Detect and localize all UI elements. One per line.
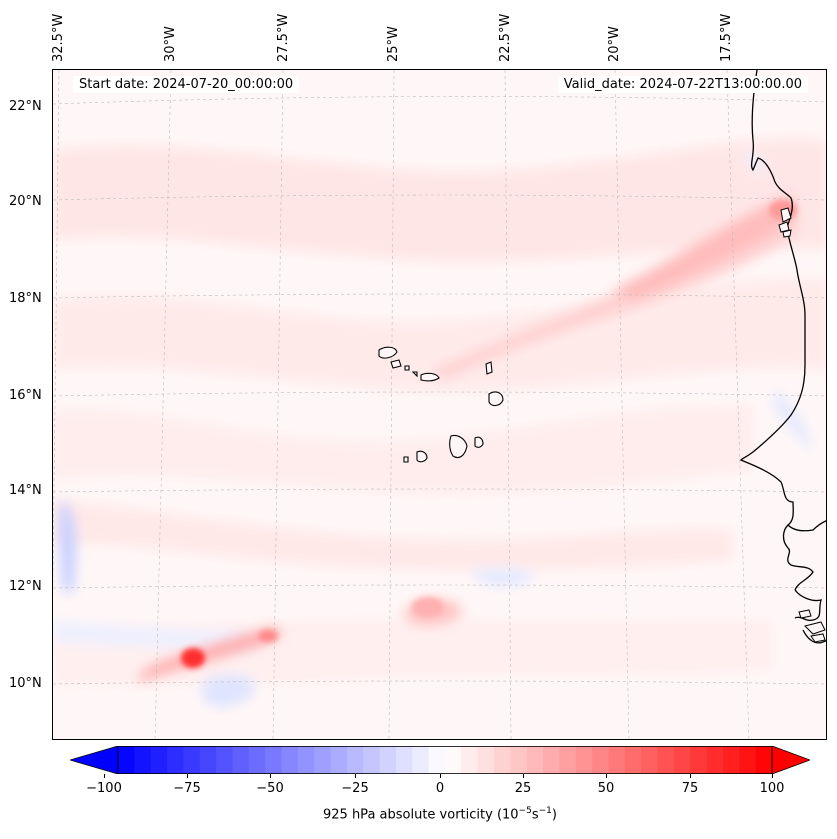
colorbar-segment — [281, 746, 299, 774]
cb-tick-m50: −50 — [256, 781, 284, 796]
cb-tickmark-50 — [606, 774, 607, 778]
colorbar-title-text: 925 hPa absolute vorticity (10 — [323, 807, 519, 823]
colorbar-segment — [346, 746, 364, 774]
colorbar-segment — [641, 746, 659, 774]
lon-label-20w: 20°W — [607, 26, 622, 62]
cb-tickmark-m25 — [355, 774, 356, 778]
colorbar-segment — [559, 746, 577, 774]
colorbar-segment — [330, 746, 348, 774]
map-canvas — [53, 70, 826, 739]
start-date-label: Start date: 2024-07-20_00:00:00 — [73, 76, 300, 93]
colorbar-title: 925 hPa absolute vorticity (10−5s−1) — [0, 806, 837, 822]
cb-tick-m25: −25 — [341, 781, 369, 796]
cb-tickmark-100 — [772, 774, 773, 778]
valid-date-label: Valid_date: 2024-07-22T13:00:00.00 — [557, 76, 808, 93]
colorbar-segment — [445, 746, 462, 774]
coastline-africa — [739, 70, 826, 644]
colorbar-segment — [134, 746, 152, 774]
colorbar-segment — [232, 746, 250, 774]
colorbar — [70, 746, 810, 774]
lon-label-22-5w: 22.5°W — [498, 13, 513, 62]
colorbar-segments — [118, 746, 773, 774]
colorbar-segment — [395, 746, 413, 774]
colorbar-title-close: ) — [551, 807, 557, 823]
colorbar-segment — [297, 746, 315, 774]
graticule — [53, 70, 826, 739]
colorbar-segment — [428, 746, 446, 774]
colorbar-segment — [477, 746, 495, 774]
vorticity-streak — [433, 190, 798, 380]
colorbar-title-unit: s — [531, 807, 539, 823]
colorbar-segment — [461, 746, 479, 774]
colorbar-min-arrow — [70, 746, 119, 774]
cb-tick-100: 100 — [759, 781, 785, 796]
colorbar-segment — [363, 746, 381, 774]
colorbar-segment — [739, 746, 757, 774]
colorbar-segment — [265, 746, 282, 774]
colorbar-segment — [543, 746, 560, 774]
colorbar-segment — [494, 746, 511, 774]
coastal-islands — [778, 207, 826, 643]
lat-label-14n: 14°N — [9, 483, 42, 498]
colorbar-segment — [592, 746, 609, 774]
lon-label-17-5w: 17.5°W — [719, 13, 734, 62]
cb-tick-0: 0 — [435, 781, 445, 796]
colorbar-title-unit-exp: −1 — [538, 806, 552, 816]
colorbar-segment — [167, 746, 184, 774]
cb-tickmark-m50 — [270, 774, 271, 778]
lat-label-18n: 18°N — [9, 291, 42, 306]
colorbar-segment — [575, 746, 593, 774]
colorbar-segment — [690, 746, 708, 774]
lat-label-20n: 20°N — [9, 194, 42, 209]
cb-tickmark-m75 — [187, 774, 188, 778]
colorbar-segment — [657, 746, 675, 774]
negative-vorticity — [53, 150, 813, 707]
lon-label-32-5w: 32.5°W — [51, 13, 66, 62]
lat-label-12n: 12°N — [9, 579, 42, 594]
colorbar-segment — [379, 746, 397, 774]
colorbar-segment — [624, 746, 642, 774]
colorbar-segment — [118, 746, 135, 774]
colorbar-segment — [706, 746, 724, 774]
colorbar-max-arrow — [771, 746, 810, 774]
colorbar-segment — [526, 746, 544, 774]
cb-tickmark-0 — [440, 774, 441, 778]
lat-label-16n: 16°N — [9, 388, 42, 403]
colorbar-segment — [608, 746, 626, 774]
vorticity-core-south — [181, 597, 444, 668]
cb-tick-75: 75 — [681, 781, 699, 796]
cb-tickmark-m100 — [104, 774, 105, 778]
colorbar-segment — [722, 746, 740, 774]
cb-tick-25: 25 — [514, 781, 532, 796]
cape-verde-islands — [378, 346, 504, 463]
colorbar-segment — [183, 746, 201, 774]
colorbar-segment — [314, 746, 332, 774]
colorbar-segment — [412, 746, 430, 774]
lon-label-25w: 25°W — [386, 26, 401, 62]
colorbar-title-exp: −5 — [518, 806, 532, 816]
cb-tick-m100: −100 — [86, 781, 122, 796]
lon-label-27-5w: 27.5°W — [276, 13, 291, 62]
colorbar-segment — [150, 746, 168, 774]
cb-tickmark-75 — [690, 774, 691, 778]
colorbar-segment — [673, 746, 691, 774]
cb-tick-50: 50 — [597, 781, 615, 796]
cb-tick-m75: −75 — [173, 781, 201, 796]
colorbar-segment — [199, 746, 217, 774]
lat-label-22n: 22°N — [9, 99, 42, 114]
colorbar-segment — [510, 746, 528, 774]
lon-label-30w: 30°W — [163, 26, 178, 62]
lat-label-10n: 10°N — [9, 676, 42, 691]
colorbar-segment — [216, 746, 233, 774]
colorbar-segment — [755, 746, 773, 774]
cb-tickmark-25 — [523, 774, 524, 778]
colorbar-segment — [248, 746, 266, 774]
vorticity-map — [52, 69, 827, 740]
colorbar-outline — [117, 746, 773, 774]
